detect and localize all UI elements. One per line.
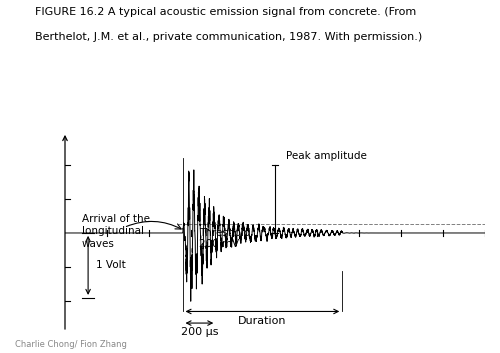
Text: FIGURE 16.2 A typical acoustic emission signal from concrete. (From: FIGURE 16.2 A typical acoustic emission … (35, 7, 416, 17)
Text: Peak amplitude: Peak amplitude (286, 151, 366, 161)
Text: Threshold
200 mV: Threshold 200 mV (200, 228, 251, 249)
Text: Arrival of the
longitudinal
waves: Arrival of the longitudinal waves (82, 214, 150, 249)
Text: 1 Volt: 1 Volt (96, 261, 126, 270)
Text: Charlie Chong/ Fion Zhang: Charlie Chong/ Fion Zhang (15, 341, 127, 349)
Text: 200 μs: 200 μs (180, 327, 218, 337)
Text: Duration: Duration (238, 316, 286, 325)
Text: Berthelot, J.M. et al., private communication, 1987. With permission.): Berthelot, J.M. et al., private communic… (35, 32, 422, 42)
